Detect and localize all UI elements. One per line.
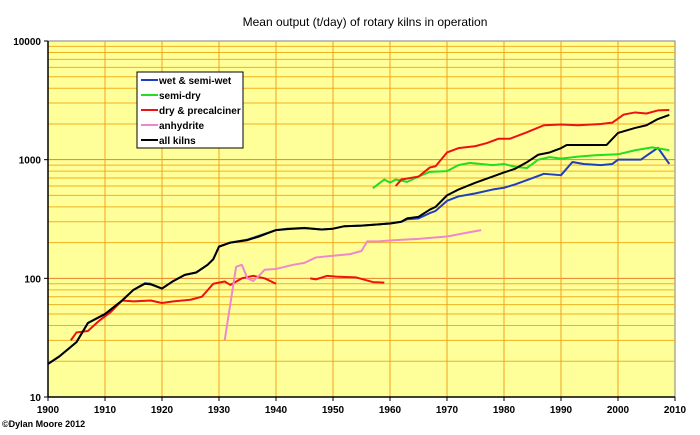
x-tick-label: 1970: [436, 405, 459, 416]
legend-label: semi-dry: [159, 91, 201, 102]
copyright: ©Dylan Moore 2012: [2, 419, 85, 429]
y-tick-label: 100: [24, 274, 41, 285]
legend-label: dry & precalciner: [159, 106, 241, 117]
series-line-semi-dry: [372, 146, 670, 189]
x-tick-label: 1980: [493, 405, 516, 416]
legend-label: wet & semi-wet: [158, 76, 232, 87]
x-tick-label: 2000: [607, 405, 630, 416]
chart-title: Mean output (t/day) of rotary kilns in o…: [243, 15, 488, 29]
x-tick-label: 1900: [37, 405, 60, 416]
x-tick-label: 1940: [265, 405, 288, 416]
x-tick-label: 1920: [151, 405, 174, 416]
y-tick-label: 10000: [13, 37, 41, 48]
x-tick-label: 1990: [550, 405, 573, 416]
x-tick-label: 1960: [379, 405, 402, 416]
series-line-all-kilns: [47, 114, 670, 365]
y-tick-label: 10: [30, 393, 42, 404]
y-tick-label: 1000: [19, 156, 42, 167]
x-tick-label: 1950: [322, 405, 345, 416]
x-tick-label: 2010: [664, 405, 687, 416]
series-line-dry-precalciner: [69, 274, 277, 341]
series-line-dry-precalciner: [310, 274, 385, 284]
series-line-dry-precalciner: [394, 109, 670, 187]
x-tick-label: 1910: [94, 405, 117, 416]
x-tick-label: 1930: [208, 405, 231, 416]
series-line-anhydrite: [223, 229, 482, 341]
legend: wet & semi-wet semi-dry dry & precalciner a…: [136, 71, 244, 149]
legend-label: anhydrite: [159, 121, 204, 132]
legend-label: all kilns: [159, 136, 196, 147]
